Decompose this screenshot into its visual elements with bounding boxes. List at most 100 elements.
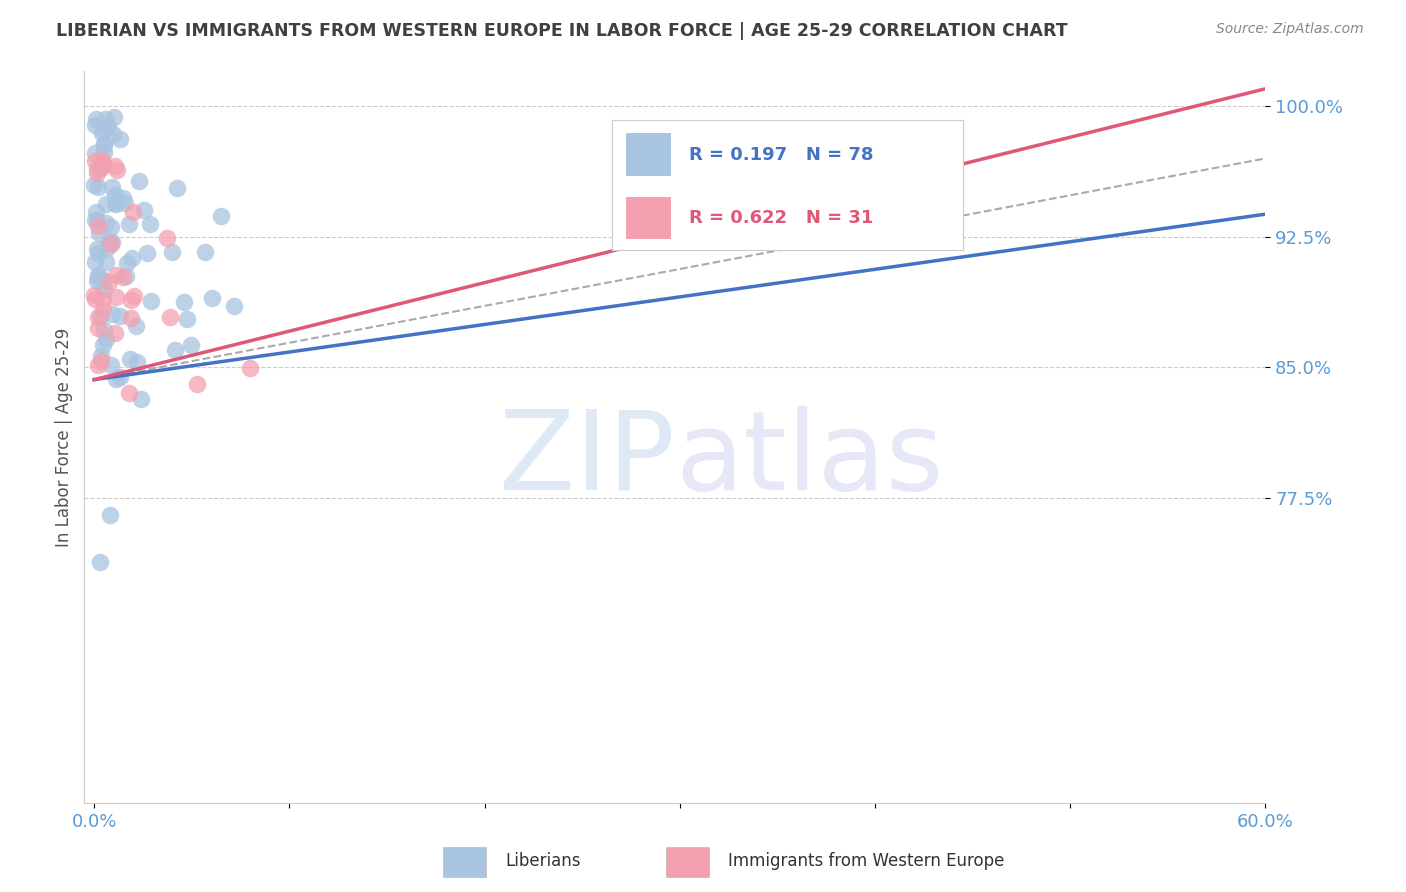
Text: LIBERIAN VS IMMIGRANTS FROM WESTERN EUROPE IN LABOR FORCE | AGE 25-29 CORRELATIO: LIBERIAN VS IMMIGRANTS FROM WESTERN EURO… xyxy=(56,22,1069,40)
Point xyxy=(87,219,110,234)
Point xyxy=(166,181,188,195)
Point xyxy=(105,197,128,211)
Point xyxy=(135,246,157,260)
Point xyxy=(86,166,108,180)
Bar xyxy=(626,134,672,176)
Point xyxy=(105,372,128,386)
Text: Source: ZipAtlas.com: Source: ZipAtlas.com xyxy=(1216,22,1364,37)
Point xyxy=(120,311,142,326)
Point xyxy=(222,299,245,313)
Point xyxy=(112,190,135,204)
Point xyxy=(90,126,112,140)
Point xyxy=(100,179,122,194)
Point xyxy=(100,236,122,251)
Bar xyxy=(666,847,709,877)
Point xyxy=(97,275,120,289)
Point xyxy=(93,137,115,152)
Point xyxy=(104,159,127,173)
Point xyxy=(94,196,117,211)
Point xyxy=(103,111,125,125)
Point xyxy=(107,163,129,178)
Point xyxy=(134,202,156,217)
Point xyxy=(173,295,195,310)
Text: R = 0.622   N = 31: R = 0.622 N = 31 xyxy=(689,209,873,227)
Point xyxy=(86,205,108,219)
Point xyxy=(94,332,117,346)
Point xyxy=(83,178,105,193)
Point xyxy=(84,119,107,133)
Point xyxy=(91,156,114,170)
Point xyxy=(122,289,145,303)
Text: Immigrants from Western Europe: Immigrants from Western Europe xyxy=(728,852,1004,870)
Point xyxy=(159,310,181,324)
Point xyxy=(87,245,110,260)
Text: R = 0.197   N = 78: R = 0.197 N = 78 xyxy=(689,146,873,164)
Point xyxy=(118,386,141,401)
Point xyxy=(139,294,162,309)
Point xyxy=(101,127,124,141)
Point xyxy=(108,370,131,384)
Point xyxy=(93,284,115,298)
Text: Liberians: Liberians xyxy=(505,852,581,870)
Point xyxy=(120,293,142,307)
Point xyxy=(87,268,110,283)
Point xyxy=(104,326,127,340)
Point xyxy=(96,242,118,256)
Point xyxy=(93,145,115,159)
Point xyxy=(86,162,108,177)
Point xyxy=(100,219,122,234)
Point xyxy=(121,251,143,265)
Point xyxy=(176,312,198,326)
Point xyxy=(93,136,115,151)
Point xyxy=(104,196,127,211)
Point xyxy=(90,161,112,176)
Point xyxy=(94,216,117,230)
Point xyxy=(101,308,124,322)
Point xyxy=(90,310,112,324)
Bar xyxy=(443,847,486,877)
Point xyxy=(156,231,179,245)
Point xyxy=(89,160,111,174)
Point xyxy=(186,376,208,391)
Point xyxy=(104,187,127,202)
Point xyxy=(201,291,224,305)
Point xyxy=(87,310,110,324)
Point xyxy=(83,254,105,268)
Point xyxy=(209,209,232,223)
Point xyxy=(86,243,108,257)
Point xyxy=(98,508,121,523)
Point xyxy=(165,343,187,357)
Point xyxy=(89,556,111,570)
Point xyxy=(194,245,217,260)
Point xyxy=(114,196,136,211)
Point xyxy=(93,323,115,337)
Point xyxy=(87,321,110,335)
Point xyxy=(100,235,122,249)
Point xyxy=(128,173,150,187)
Point xyxy=(87,180,110,194)
Point xyxy=(86,212,108,227)
Point xyxy=(86,112,108,126)
Point xyxy=(86,274,108,288)
Point xyxy=(91,158,114,172)
Point xyxy=(97,120,120,134)
Point xyxy=(83,287,105,301)
Point xyxy=(84,146,107,161)
Bar xyxy=(626,197,672,239)
Point xyxy=(97,234,120,248)
Point xyxy=(90,354,112,368)
Point xyxy=(117,217,139,231)
Point xyxy=(100,358,122,372)
Point xyxy=(94,112,117,127)
Point xyxy=(91,272,114,286)
Point xyxy=(91,292,114,306)
Point xyxy=(90,349,112,363)
Point xyxy=(87,270,110,285)
Point xyxy=(180,337,202,351)
Point xyxy=(91,301,114,316)
Point xyxy=(108,309,131,323)
Point xyxy=(90,153,112,167)
Point xyxy=(115,269,138,284)
Point xyxy=(91,338,114,352)
Point xyxy=(105,290,128,304)
